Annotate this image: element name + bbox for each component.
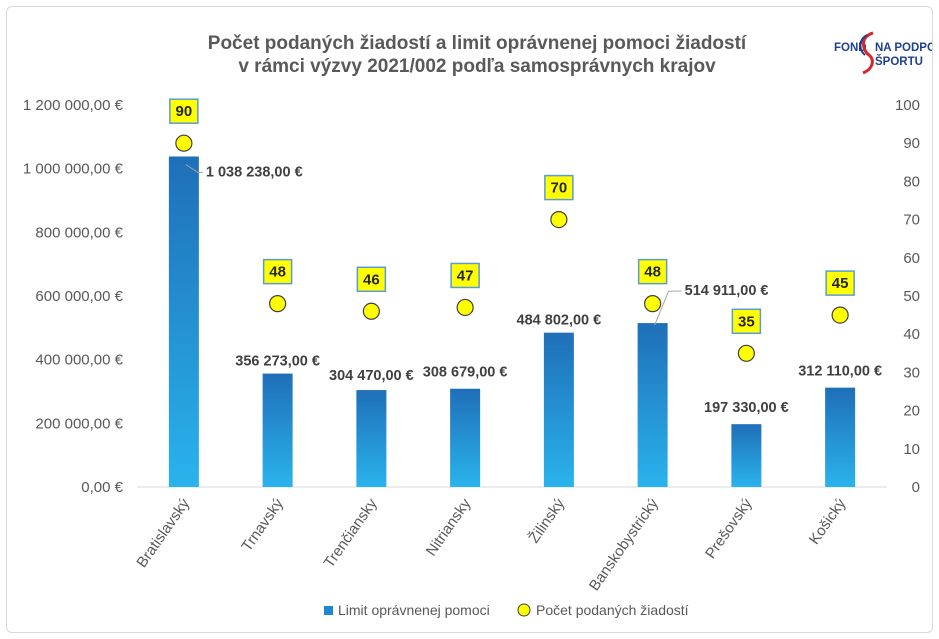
- count-label: 46: [363, 271, 380, 288]
- right-tick-label: 40: [903, 326, 920, 343]
- logo: FOND NA PODPORU ŠPORTU: [834, 31, 932, 75]
- category-label: Trnavský: [238, 495, 287, 555]
- count-marker-0: [175, 134, 193, 152]
- bar-value-labels: 1 038 238,00 € 356 273,00 € 304 470,00 € 30…: [185, 164, 882, 416]
- logo-swoosh-icon: [862, 31, 874, 75]
- bar-value-label: 308 679,00 €: [423, 365, 508, 381]
- count-label-box: [731, 308, 762, 335]
- bar-7: [825, 387, 856, 487]
- bar-4: [543, 332, 574, 487]
- category-label: Bratislavský: [133, 495, 193, 571]
- bar-value-label: 312 110,00 €: [798, 364, 882, 380]
- right-tick-label: 10: [903, 441, 920, 458]
- category-label: Žilinský: [526, 495, 569, 546]
- count-label-box: [637, 258, 668, 285]
- logo-text-sportu: ŠPORTU: [875, 55, 923, 68]
- count-label-box: [262, 258, 293, 285]
- category-label: Trenčiansky: [321, 495, 381, 571]
- legend: Limit oprávnenej pomoci Počet podaných ž…: [324, 602, 689, 618]
- right-tick-label: 50: [903, 288, 920, 305]
- count-label-box: [450, 262, 480, 289]
- legend-swatch-limit: [324, 606, 333, 615]
- left-tick-label: 800 000,00 €: [35, 224, 123, 241]
- category-label: Košický: [806, 495, 850, 547]
- count-label: 90: [176, 103, 193, 120]
- bar-value-label: 1 038 238,00 €: [206, 164, 303, 180]
- count-label: 48: [644, 264, 661, 281]
- left-axis: 0,00 € 200 000,00 € 400 000,00 € 600 000,00…: [23, 97, 887, 496]
- right-tick-label: 90: [903, 135, 920, 152]
- right-tick-label: 80: [903, 173, 920, 190]
- category-labels: Bratislavský Trnavský Trenčiansky Nitriansk…: [133, 495, 849, 594]
- right-tick-label: 70: [903, 212, 920, 229]
- bar-3: [450, 388, 481, 487]
- count-marker-7: [831, 306, 849, 324]
- chart-svg: Počet podaných žiadostí a limit oprávnen…: [23, 31, 932, 618]
- bar-value-label: 197 330,00 €: [704, 400, 789, 416]
- logo-text-fond: FOND: [834, 42, 867, 54]
- count-marker-5: [644, 295, 662, 313]
- left-tick-label: 600 000,00 €: [35, 288, 123, 305]
- count-marker-1: [269, 295, 287, 313]
- right-tick-label: 20: [903, 403, 920, 420]
- logo-text-na-podporu: NA PODPORU: [875, 42, 932, 54]
- category-label: Prešovský: [702, 495, 756, 562]
- bar-series: [168, 156, 856, 487]
- bar-1: [262, 373, 293, 487]
- bar-value-label: 356 273,00 €: [235, 354, 320, 370]
- left-tick-label: 1 200 000,00 €: [23, 97, 124, 114]
- legend-swatch-count: [517, 603, 531, 617]
- count-marker-4: [550, 211, 568, 229]
- chart-frame: Počet podaných žiadostí a limit oprávnen…: [6, 6, 933, 633]
- count-series: 90 48 46 47 70 48 35 45: [169, 98, 855, 362]
- count-label: 45: [832, 275, 849, 292]
- logo-swoosh-blue-icon: [859, 34, 868, 56]
- count-label: 35: [738, 313, 755, 330]
- right-axis: 0 10 20 30 40 50 60 70 80 90 100: [895, 97, 920, 496]
- count-label: 48: [269, 264, 286, 281]
- count-marker-3: [456, 298, 474, 317]
- count-marker-2: [362, 302, 380, 320]
- bar-value-label: 304 470,00 €: [329, 368, 414, 384]
- left-tick-label: 400 000,00 €: [35, 352, 123, 369]
- count-marker-6: [737, 344, 755, 362]
- category-label: Banskobystrický: [586, 495, 662, 594]
- bar-label-leader: [185, 164, 203, 173]
- right-tick-label: 30: [903, 364, 920, 381]
- legend-label-count: Počet podaných žiadostí: [536, 602, 689, 618]
- left-tick-label: 1 000 000,00 €: [23, 161, 124, 178]
- bar-value-label: 484 802,00 €: [517, 313, 602, 329]
- left-tick-label: 200 000,00 €: [35, 415, 123, 432]
- legend-label-limit: Limit oprávnenej pomoci: [338, 602, 490, 618]
- count-label-box: [825, 270, 855, 296]
- bar-5: [637, 323, 668, 487]
- bar-0: [168, 156, 199, 487]
- count-label-box: [356, 266, 387, 293]
- count-label: 47: [457, 267, 474, 284]
- bar-6: [731, 424, 762, 487]
- count-label-box: [169, 98, 199, 124]
- chart-title-line-2: v rámci výzvy 2021/002 podľa samosprávny…: [238, 56, 716, 77]
- bar-value-label: 514 911,00 €: [685, 283, 769, 299]
- left-tick-label: 0,00 €: [81, 479, 123, 496]
- count-label-box: [544, 174, 574, 201]
- right-tick-label: 60: [903, 250, 920, 267]
- category-label: Nitriansky: [423, 495, 475, 559]
- right-tick-label: 0: [912, 479, 920, 496]
- bar-2: [356, 390, 387, 487]
- count-label: 70: [551, 180, 568, 197]
- right-tick-label: 100: [895, 97, 920, 114]
- bar-label-leader: [654, 290, 682, 326]
- chart-title-line-1: Počet podaných žiadostí a limit oprávnen…: [208, 33, 747, 54]
